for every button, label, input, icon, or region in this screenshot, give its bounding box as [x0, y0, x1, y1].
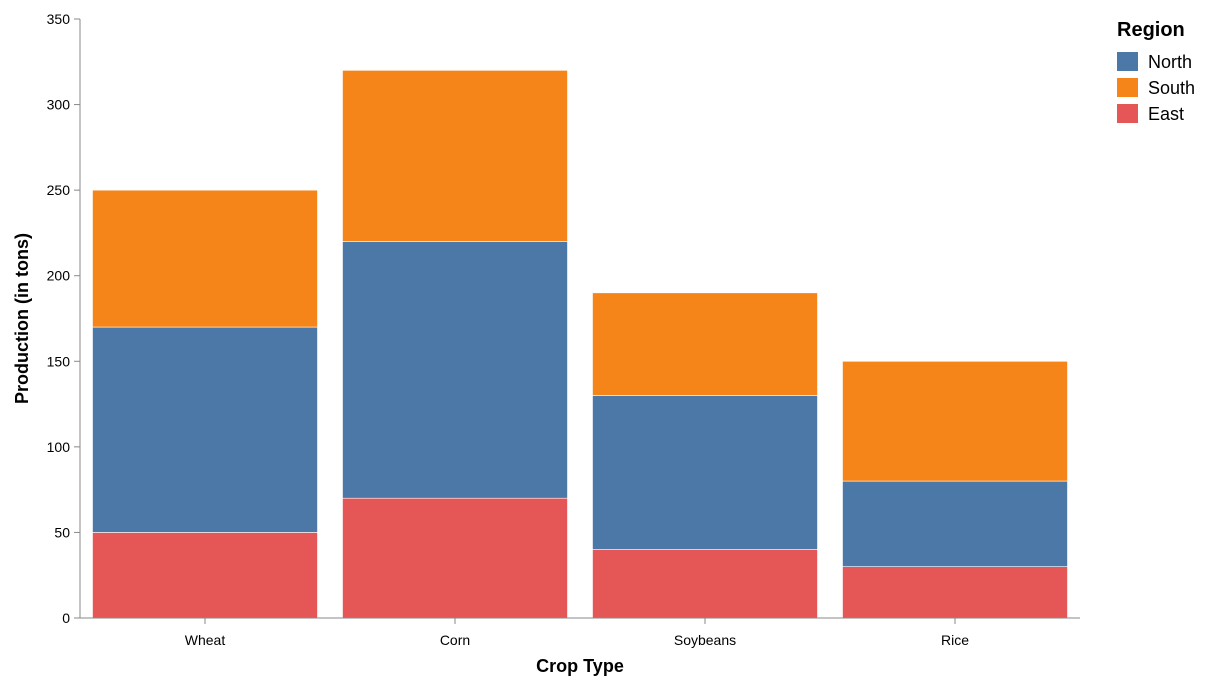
x-tick-label: Corn: [440, 632, 470, 648]
y-tick-label: 100: [47, 439, 71, 455]
y-tick-label: 350: [47, 11, 71, 27]
y-tick-label: 250: [47, 182, 71, 198]
legend-swatch-north: [1117, 52, 1138, 71]
bar-soybeans-east: [592, 549, 818, 619]
y-tick-label: 200: [47, 268, 71, 284]
bar-corn-south: [342, 70, 568, 242]
legend-swatch-south: [1117, 78, 1138, 97]
y-tick-label: 0: [62, 610, 70, 626]
bars-group: [92, 70, 1068, 619]
bar-corn-east: [342, 497, 568, 619]
y-tick-label: 300: [47, 97, 71, 113]
legend-label-east: East: [1148, 104, 1184, 124]
legend: Region North South East: [1117, 19, 1195, 124]
x-axis: Wheat Corn Soybeans Rice: [80, 617, 1080, 648]
legend-title: Region: [1117, 19, 1185, 41]
x-axis-title: Crop Type: [536, 656, 624, 676]
legend-swatch-east: [1117, 104, 1138, 123]
bar-soybeans-south: [592, 292, 818, 396]
x-tick-label: Rice: [941, 632, 969, 648]
bar-wheat-north: [92, 326, 318, 533]
legend-label-north: North: [1148, 52, 1192, 72]
bar-rice-south: [842, 360, 1068, 482]
x-tick-label: Soybeans: [674, 632, 736, 648]
bar-corn-north: [342, 241, 568, 499]
bar-soybeans-north: [592, 395, 818, 550]
bar-rice-east: [842, 566, 1068, 619]
y-axis-title: Production (in tons): [12, 233, 32, 404]
bar-wheat-south: [92, 189, 318, 328]
y-axis: 0 50 100 150 200 250 300 350: [47, 11, 81, 626]
x-tick-label: Wheat: [185, 632, 226, 648]
bar-wheat-east: [92, 532, 318, 619]
bar-rice-north: [842, 480, 1068, 567]
y-tick-label: 50: [54, 524, 70, 540]
legend-label-south: South: [1148, 78, 1195, 98]
y-tick-label: 150: [47, 353, 71, 369]
